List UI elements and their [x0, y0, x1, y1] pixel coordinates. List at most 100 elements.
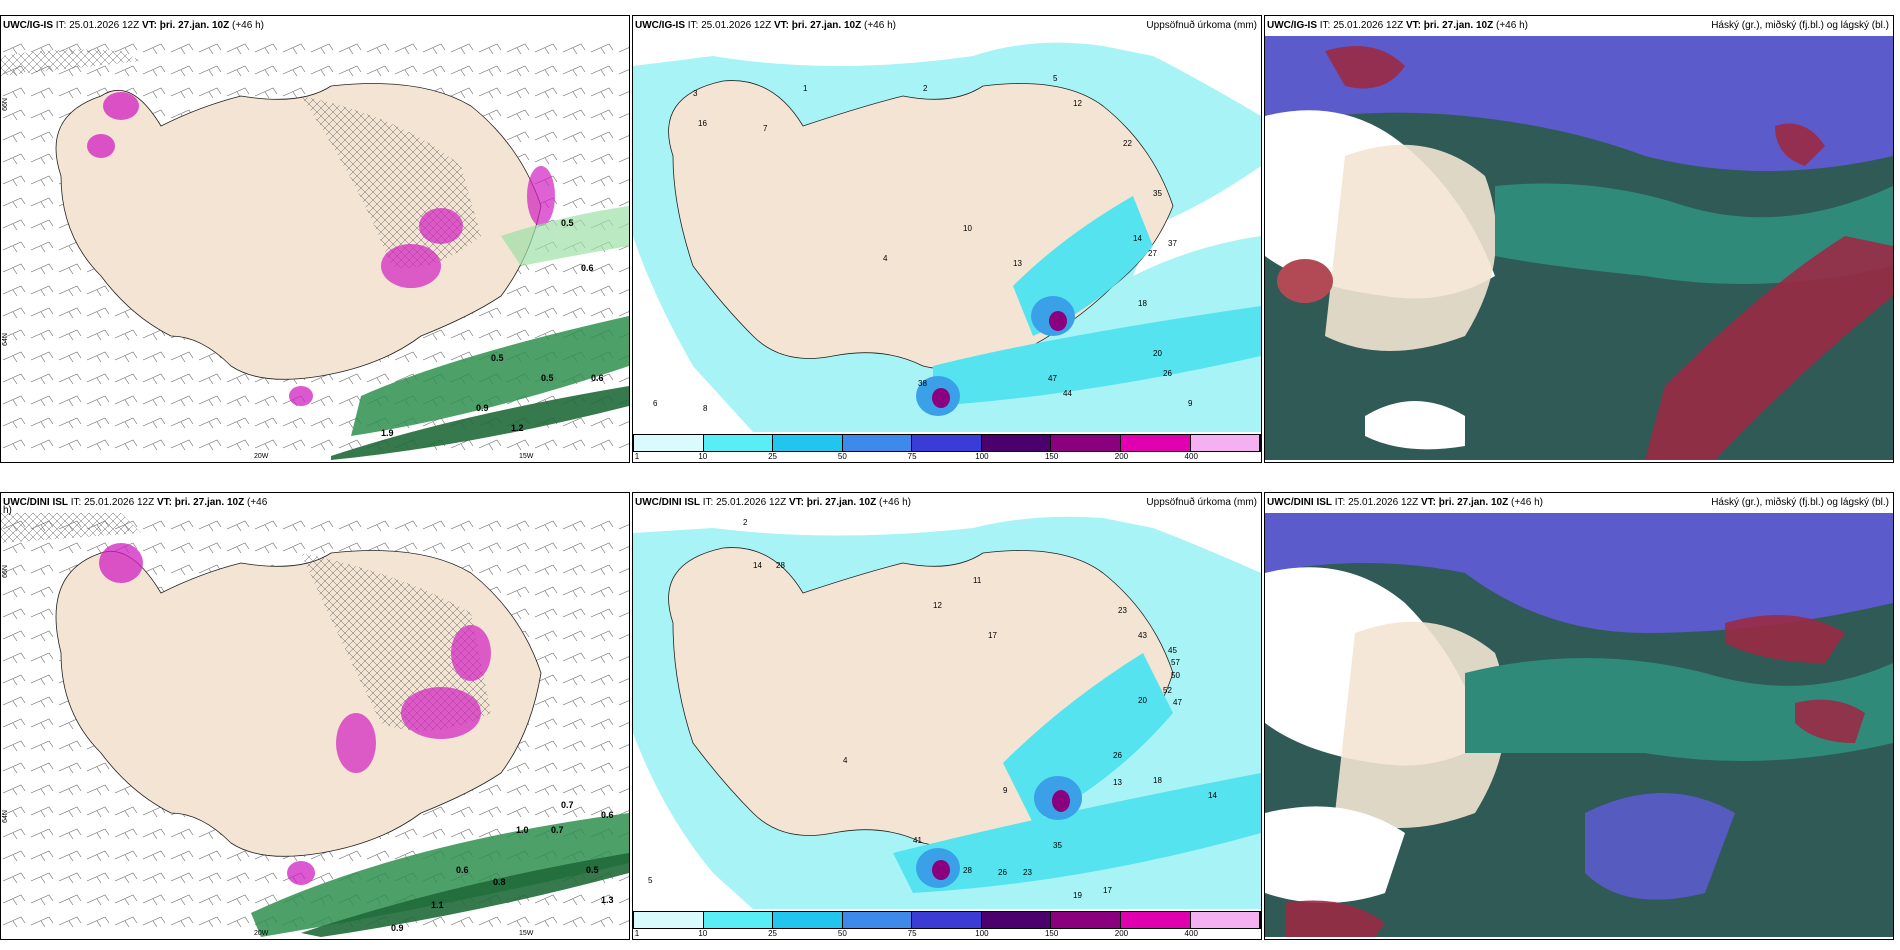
colorbar-swatch	[703, 435, 774, 451]
precip-value: 9	[1003, 786, 1008, 795]
panel-title: UWC/IG-IS IT: 25.01.2026 12Z VT: þri. 27…	[1267, 20, 1889, 31]
colorbar-swatch	[842, 435, 913, 451]
contour-label: 0.5	[586, 865, 599, 875]
precip-value: 14	[1208, 791, 1217, 800]
precip-value: 12	[1073, 99, 1082, 108]
precip-value: 28	[776, 561, 785, 570]
colorbar-strip	[633, 434, 1261, 452]
colorbar-swatch	[912, 435, 982, 451]
colorbar: 1 10 25 50 75 100 150 200 400	[633, 911, 1261, 939]
colorbar-swatch	[773, 435, 843, 451]
colorbar-swatch	[634, 912, 704, 928]
colorbar-labels: 1 10 25 50 75 100 150 200 400	[633, 452, 1261, 462]
colorbar-swatch	[981, 912, 1052, 928]
colorbar-labels: 1 10 25 50 75 100 150 200 400	[633, 929, 1261, 939]
map-svg: 0.7 0.6 1.0 0.7 0.5 0.6 0.8 1.1 0.9 1.3	[1, 513, 629, 937]
precip-value: 26	[1113, 751, 1122, 760]
contour-label: 0.5	[541, 373, 554, 383]
contour-label: 1.2	[511, 423, 524, 433]
colorbar-label: 25	[768, 452, 777, 461]
lon-label: 20W	[254, 930, 269, 937]
lon-label: 15W	[519, 930, 534, 937]
colorbar-label: 150	[1044, 929, 1059, 938]
map-svg: 0.5 0.6 0.5 0.5 0.6 0.9 1.2 1.9	[1, 36, 629, 460]
colorbar-swatch	[703, 912, 774, 928]
colorbar-label: 100	[975, 929, 989, 938]
precip-value: 16	[698, 119, 707, 128]
contour-label: 0.6	[601, 810, 614, 820]
precip-value: 4	[883, 254, 888, 263]
precip-value: 2	[923, 84, 928, 93]
contour-label: 0.9	[391, 923, 404, 933]
precip-value: 57	[1171, 658, 1180, 667]
colorbar: 1 10 25 50 75 100 150 200 400	[633, 434, 1261, 462]
lat-label: 64N	[1, 810, 9, 823]
map-svg: 2 14 28 11 12 17 23 43 45 57 50 52 47 20…	[633, 513, 1261, 909]
panel-precip-igis: UWC/IG-IS IT: 25.01.2026 12Z VT: þri. 27…	[632, 15, 1262, 463]
precip-value: 17	[1103, 886, 1112, 895]
colorbar-swatch	[1120, 435, 1191, 451]
precip-value: 47	[1048, 374, 1057, 383]
colorbar-label: 400	[1184, 452, 1198, 461]
precip-value: 2	[743, 518, 748, 527]
precip-value: 20	[1153, 349, 1162, 358]
precip-value: 45	[1168, 646, 1177, 655]
precip-value: 13	[1113, 778, 1122, 787]
precip-value: 35	[1153, 189, 1162, 198]
lat-label: 66N	[1, 565, 9, 578]
lat-label: 64N	[1, 333, 9, 346]
precip-value: 50	[1171, 671, 1180, 680]
panel-title: UWC/DINI ISL IT: 25.01.2026 12Z VT: þri.…	[635, 497, 1257, 508]
panel-wind-clouds-dini: UWC/DINI ISL IT: 25.01.2026 12Z VT: þri.…	[0, 492, 630, 940]
lon-label: 20W	[254, 453, 269, 460]
precip-value: 26	[998, 868, 1007, 877]
contour-label: 1.1	[431, 900, 444, 910]
map-wind-igis: 0.5 0.6 0.5 0.5 0.6 0.9 1.2 1.9	[1, 36, 629, 460]
precip-value: 52	[1163, 686, 1172, 695]
precip-value: 14	[753, 561, 762, 570]
precip-value: 18	[1138, 299, 1147, 308]
contour-label: 0.7	[561, 800, 574, 810]
contour-label: 1.3	[601, 895, 614, 905]
lon-label: 15W	[519, 453, 534, 460]
map-svg	[1265, 36, 1893, 460]
precip-value: 14	[1133, 234, 1142, 243]
precip-value: 20	[1138, 696, 1147, 705]
precip-value: 5	[648, 876, 653, 885]
colorbar-label: 75	[907, 929, 917, 938]
contour-label: 0.6	[456, 865, 469, 875]
precip-value: 7	[763, 124, 768, 133]
precip-value: 38	[918, 379, 927, 388]
precip-value: 35	[1053, 841, 1062, 850]
precip-value: 47	[1173, 698, 1182, 707]
colorbar-label: 100	[975, 452, 989, 461]
precip-value: 8	[703, 404, 708, 413]
precip-value: 5	[1053, 74, 1058, 83]
panel-clouds-igis: UWC/IG-IS IT: 25.01.2026 12Z VT: þri. 27…	[1264, 15, 1894, 463]
colorbar-swatch	[1190, 435, 1261, 451]
precip-value: 27	[1148, 249, 1157, 258]
panel-title: UWC/IG-IS IT: 25.01.2026 12Z VT: þri. 27…	[635, 20, 1257, 31]
colorbar-label: 75	[907, 452, 917, 461]
panel-title: UWC/DINI ISL IT: 25.01.2026 12Z VT: þri.…	[1267, 497, 1889, 508]
contour-label: 0.7	[551, 825, 564, 835]
colorbar-swatch	[773, 912, 843, 928]
precip-value: 17	[988, 631, 997, 640]
colorbar-swatch	[634, 435, 704, 451]
precip-value: 28	[963, 866, 972, 875]
colorbar-swatch	[981, 435, 1052, 451]
contour-label: 0.8	[493, 877, 506, 887]
precip-value: 23	[1023, 868, 1032, 877]
colorbar-strip	[633, 911, 1261, 929]
map-wind-dini: 0.7 0.6 1.0 0.7 0.5 0.6 0.8 1.1 0.9 1.3	[1, 513, 629, 937]
title-continuation: h)	[3, 505, 12, 516]
panel-title: UWC/IG-IS IT: 25.01.2026 12Z VT: þri. 27…	[3, 20, 264, 31]
precip-value: 6	[653, 399, 658, 408]
map-svg: 3 1 2 5 12 13 4 16 10 22 35 37 27 14 18 …	[633, 36, 1261, 432]
map-clouds-igis	[1265, 36, 1893, 460]
colorbar-swatch	[1051, 912, 1121, 928]
lat-label: 66N	[1, 98, 9, 111]
precip-value: 4	[843, 756, 848, 765]
contour-label: 1.0	[516, 825, 529, 835]
precip-value: 10	[963, 224, 972, 233]
